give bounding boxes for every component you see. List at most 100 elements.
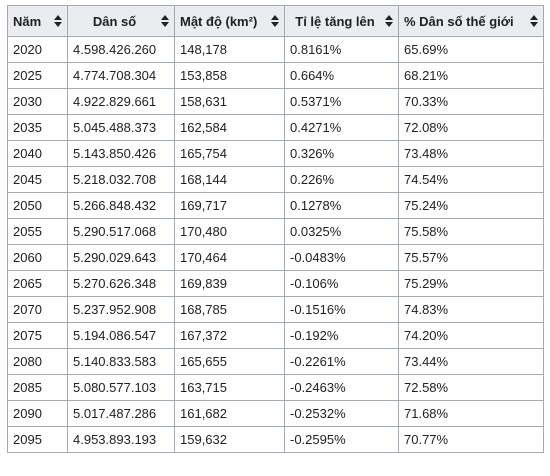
cell-density: 169,839: [174, 270, 285, 297]
cell-world-share: 75.29%: [398, 270, 544, 297]
cell-growth-rate: -0.2261%: [284, 348, 399, 375]
cell-population: 5.270.626.348: [67, 270, 175, 297]
sort-arrows-icon[interactable]: [54, 15, 62, 27]
cell-growth-rate: 0.226%: [284, 166, 399, 193]
cell-growth-rate: 0.664%: [284, 62, 399, 89]
header-row: Năm Dân số Mật độ (km²) Tỉ lệ tăng lên %…: [7, 5, 544, 37]
table-row: 2065 5.270.626.348 169,839 -0.106% 75.29%: [7, 270, 544, 297]
cell-density: 163,715: [174, 374, 285, 401]
cell-population: 5.080.577.103: [67, 374, 175, 401]
cell-growth-rate: -0.0483%: [284, 244, 399, 271]
cell-population: 4.598.426.260: [67, 36, 175, 63]
cell-year: 2040: [7, 140, 68, 167]
cell-density: 168,144: [174, 166, 285, 193]
column-header-label: % Dân số thế giới: [404, 13, 514, 29]
cell-density: 170,464: [174, 244, 285, 271]
cell-world-share: 75.57%: [398, 244, 544, 271]
cell-population: 5.143.850.426: [67, 140, 175, 167]
cell-world-share: 65.69%: [398, 36, 544, 63]
column-header-world-share[interactable]: % Dân số thế giới: [398, 5, 544, 37]
table-row: 2070 5.237.952.908 168,785 -0.1516% 74.83%: [7, 296, 544, 323]
cell-world-share: 72.08%: [398, 114, 544, 141]
column-header-label: Tỉ lệ tăng lên: [295, 13, 375, 29]
cell-growth-rate: 0.5371%: [284, 88, 399, 115]
cell-density: 168,785: [174, 296, 285, 323]
sort-arrows-icon[interactable]: [530, 15, 538, 27]
table-row: 2075 5.194.086.547 167,372 -0.192% 74.20%: [7, 322, 544, 349]
table-row: 2035 5.045.488.373 162,584 0.4271% 72.08%: [7, 114, 544, 141]
column-header-density[interactable]: Mật độ (km²): [174, 5, 285, 37]
table-row: 2055 5.290.517.068 170,480 0.0325% 75.58%: [7, 218, 544, 245]
cell-population: 4.922.829.661: [67, 88, 175, 115]
cell-year: 2025: [7, 62, 68, 89]
cell-growth-rate: -0.2595%: [284, 426, 399, 453]
cell-density: 159,632: [174, 426, 285, 453]
cell-population: 5.017.487.286: [67, 400, 175, 427]
table-row: 2095 4.953.893.193 159,632 -0.2595% 70.77%: [7, 426, 544, 453]
cell-year: 2095: [7, 426, 68, 453]
cell-year: 2065: [7, 270, 68, 297]
cell-world-share: 70.77%: [398, 426, 544, 453]
cell-world-share: 74.54%: [398, 166, 544, 193]
cell-growth-rate: 0.1278%: [284, 192, 399, 219]
population-table: Năm Dân số Mật độ (km²) Tỉ lệ tăng lên %…: [7, 5, 544, 453]
cell-year: 2070: [7, 296, 68, 323]
column-header-year[interactable]: Năm: [7, 5, 68, 37]
column-header-label: Dân số: [92, 13, 137, 29]
cell-world-share: 74.83%: [398, 296, 544, 323]
table-row: 2090 5.017.487.286 161,682 -0.2532% 71.68%: [7, 400, 544, 427]
cell-year: 2060: [7, 244, 68, 271]
cell-population: 5.290.517.068: [67, 218, 175, 245]
cell-density: 153,858: [174, 62, 285, 89]
cell-year: 2045: [7, 166, 68, 193]
cell-world-share: 71.68%: [398, 400, 544, 427]
cell-density: 169,717: [174, 192, 285, 219]
cell-population: 4.953.893.193: [67, 426, 175, 453]
cell-world-share: 72.58%: [398, 374, 544, 401]
cell-world-share: 74.20%: [398, 322, 544, 349]
table-row: 2040 5.143.850.426 165,754 0.326% 73.48%: [7, 140, 544, 167]
cell-year: 2090: [7, 400, 68, 427]
cell-world-share: 75.58%: [398, 218, 544, 245]
cell-year: 2050: [7, 192, 68, 219]
cell-year: 2085: [7, 374, 68, 401]
column-header-population[interactable]: Dân số: [67, 5, 175, 37]
cell-growth-rate: -0.2463%: [284, 374, 399, 401]
column-header-label: Mật độ (km²): [180, 13, 258, 29]
table-row: 2060 5.290.029.643 170,464 -0.0483% 75.57%: [7, 244, 544, 271]
table-row: 2085 5.080.577.103 163,715 -0.2463% 72.58%: [7, 374, 544, 401]
sort-arrows-icon[interactable]: [385, 15, 393, 27]
cell-density: 162,584: [174, 114, 285, 141]
cell-world-share: 75.24%: [398, 192, 544, 219]
table-row: 2030 4.922.829.661 158,631 0.5371% 70.33%: [7, 88, 544, 115]
cell-growth-rate: -0.2532%: [284, 400, 399, 427]
cell-growth-rate: -0.106%: [284, 270, 399, 297]
cell-world-share: 70.33%: [398, 88, 544, 115]
cell-world-share: 73.48%: [398, 140, 544, 167]
cell-density: 161,682: [174, 400, 285, 427]
cell-world-share: 68.21%: [398, 62, 544, 89]
cell-growth-rate: 0.326%: [284, 140, 399, 167]
table-row: 2020 4.598.426.260 148,178 0.8161% 65.69%: [7, 36, 544, 63]
cell-growth-rate: 0.0325%: [284, 218, 399, 245]
cell-population: 4.774.708.304: [67, 62, 175, 89]
cell-population: 5.266.848.432: [67, 192, 175, 219]
cell-year: 2075: [7, 322, 68, 349]
column-header-growth-rate[interactable]: Tỉ lệ tăng lên: [284, 5, 399, 37]
cell-year: 2020: [7, 36, 68, 63]
cell-year: 2055: [7, 218, 68, 245]
sort-arrows-icon[interactable]: [161, 15, 169, 27]
cell-density: 167,372: [174, 322, 285, 349]
cell-world-share: 73.44%: [398, 348, 544, 375]
cell-growth-rate: 0.8161%: [284, 36, 399, 63]
sort-arrows-icon[interactable]: [271, 15, 279, 27]
table-row: 2025 4.774.708.304 153,858 0.664% 68.21%: [7, 62, 544, 89]
table-row: 2080 5.140.833.583 165,655 -0.2261% 73.44%: [7, 348, 544, 375]
cell-density: 148,178: [174, 36, 285, 63]
table-row: 2050 5.266.848.432 169,717 0.1278% 75.24%: [7, 192, 544, 219]
cell-population: 5.194.086.547: [67, 322, 175, 349]
cell-density: 165,754: [174, 140, 285, 167]
cell-population: 5.218.032.708: [67, 166, 175, 193]
cell-density: 158,631: [174, 88, 285, 115]
column-header-label: Năm: [13, 13, 42, 29]
